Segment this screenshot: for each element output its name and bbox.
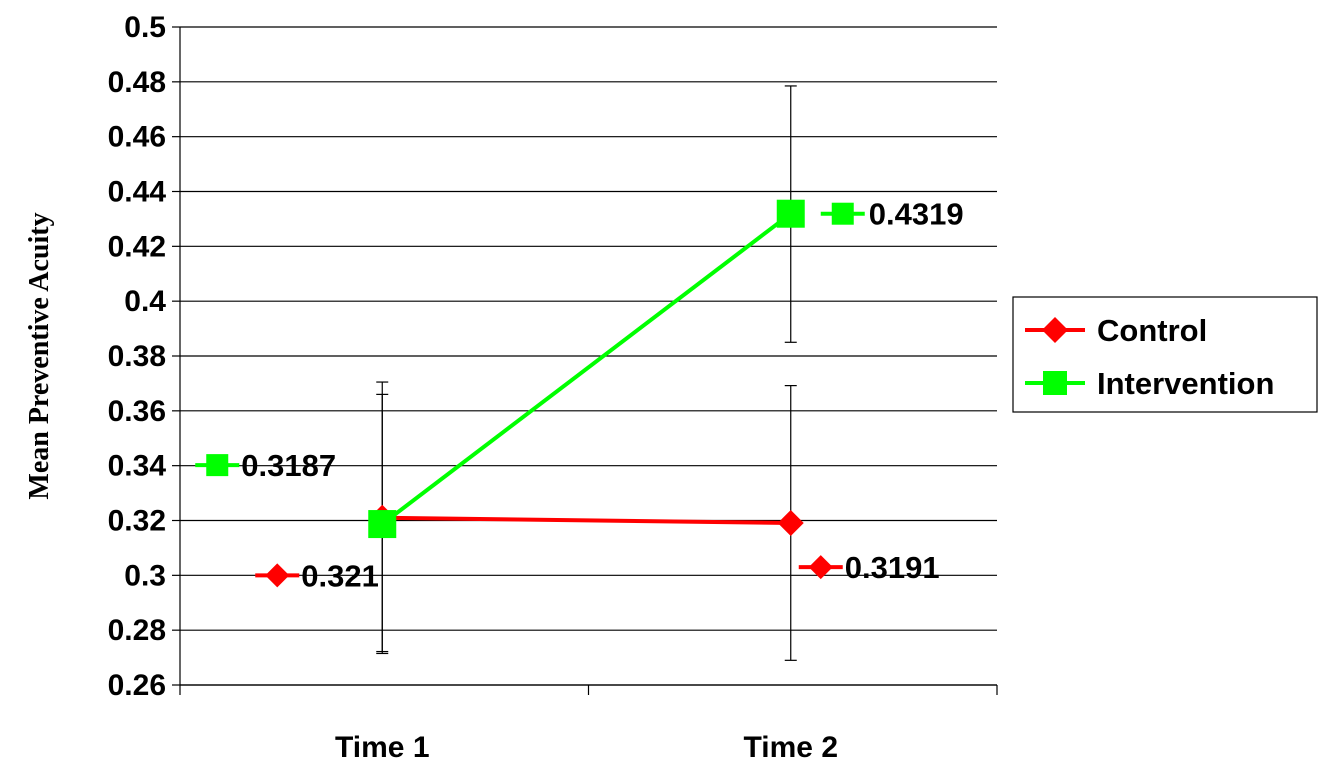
- y-tick-label: 0.42: [108, 230, 166, 263]
- x-tick-label: Time 2: [744, 731, 839, 760]
- x-tick-label: Time 1: [335, 731, 430, 760]
- series-lines: [381, 212, 792, 526]
- y-tick-label: 0.5: [124, 11, 166, 44]
- y-tick-label: 0.38: [108, 340, 166, 373]
- y-tick-labels: 0.26 0.28 0.3 0.32 0.34 0.36 0.38 0.4 0.42 0.44 0.…: [108, 11, 167, 702]
- data-label: 0.321: [301, 558, 379, 593]
- axes: [172, 26, 998, 695]
- y-tick-label: 0.48: [108, 66, 166, 99]
- data-label: 0.3187: [241, 448, 336, 483]
- data-label-key-marker: [831, 202, 854, 225]
- y-tick-label: 0.44: [108, 176, 167, 209]
- legend-key-marker: [1042, 317, 1068, 343]
- legend-label: Control: [1097, 313, 1207, 348]
- data-label-key-marker: [808, 555, 833, 580]
- error-bars: [376, 85, 797, 661]
- y-tick-label: 0.32: [108, 505, 166, 538]
- data-point: [368, 510, 397, 539]
- data-label: 0.3191: [845, 550, 940, 585]
- data-labels: 0.321 0.3191 0.3187 0.4319: [195, 197, 964, 593]
- data-label-key-marker: [206, 454, 229, 477]
- legend-label: Intervention: [1097, 366, 1274, 401]
- y-tick-label: 0.46: [108, 121, 166, 154]
- legend-key-marker: [1043, 371, 1067, 395]
- y-tick-label: 0.3: [124, 559, 166, 592]
- data-label: 0.4319: [869, 197, 964, 232]
- gridlines: [180, 26, 997, 686]
- series-markers: [368, 199, 805, 539]
- x-tick-labels: Time 1 Time 2: [335, 731, 838, 760]
- y-axis-label: Mean Preventive Acuity: [24, 212, 55, 499]
- data-label-key-marker: [265, 563, 290, 588]
- data-point: [777, 509, 804, 536]
- y-tick-label: 0.28: [108, 614, 166, 647]
- legend: Control Intervention: [1012, 296, 1318, 413]
- y-tick-label: 0.26: [108, 669, 166, 702]
- series-line-control: [382, 515, 791, 525]
- y-tick-label: 0.4: [124, 285, 166, 318]
- data-point: [776, 199, 805, 228]
- y-tick-label: 0.36: [108, 395, 166, 428]
- series-line-intervention: [381, 212, 792, 526]
- y-tick-label: 0.34: [108, 450, 167, 483]
